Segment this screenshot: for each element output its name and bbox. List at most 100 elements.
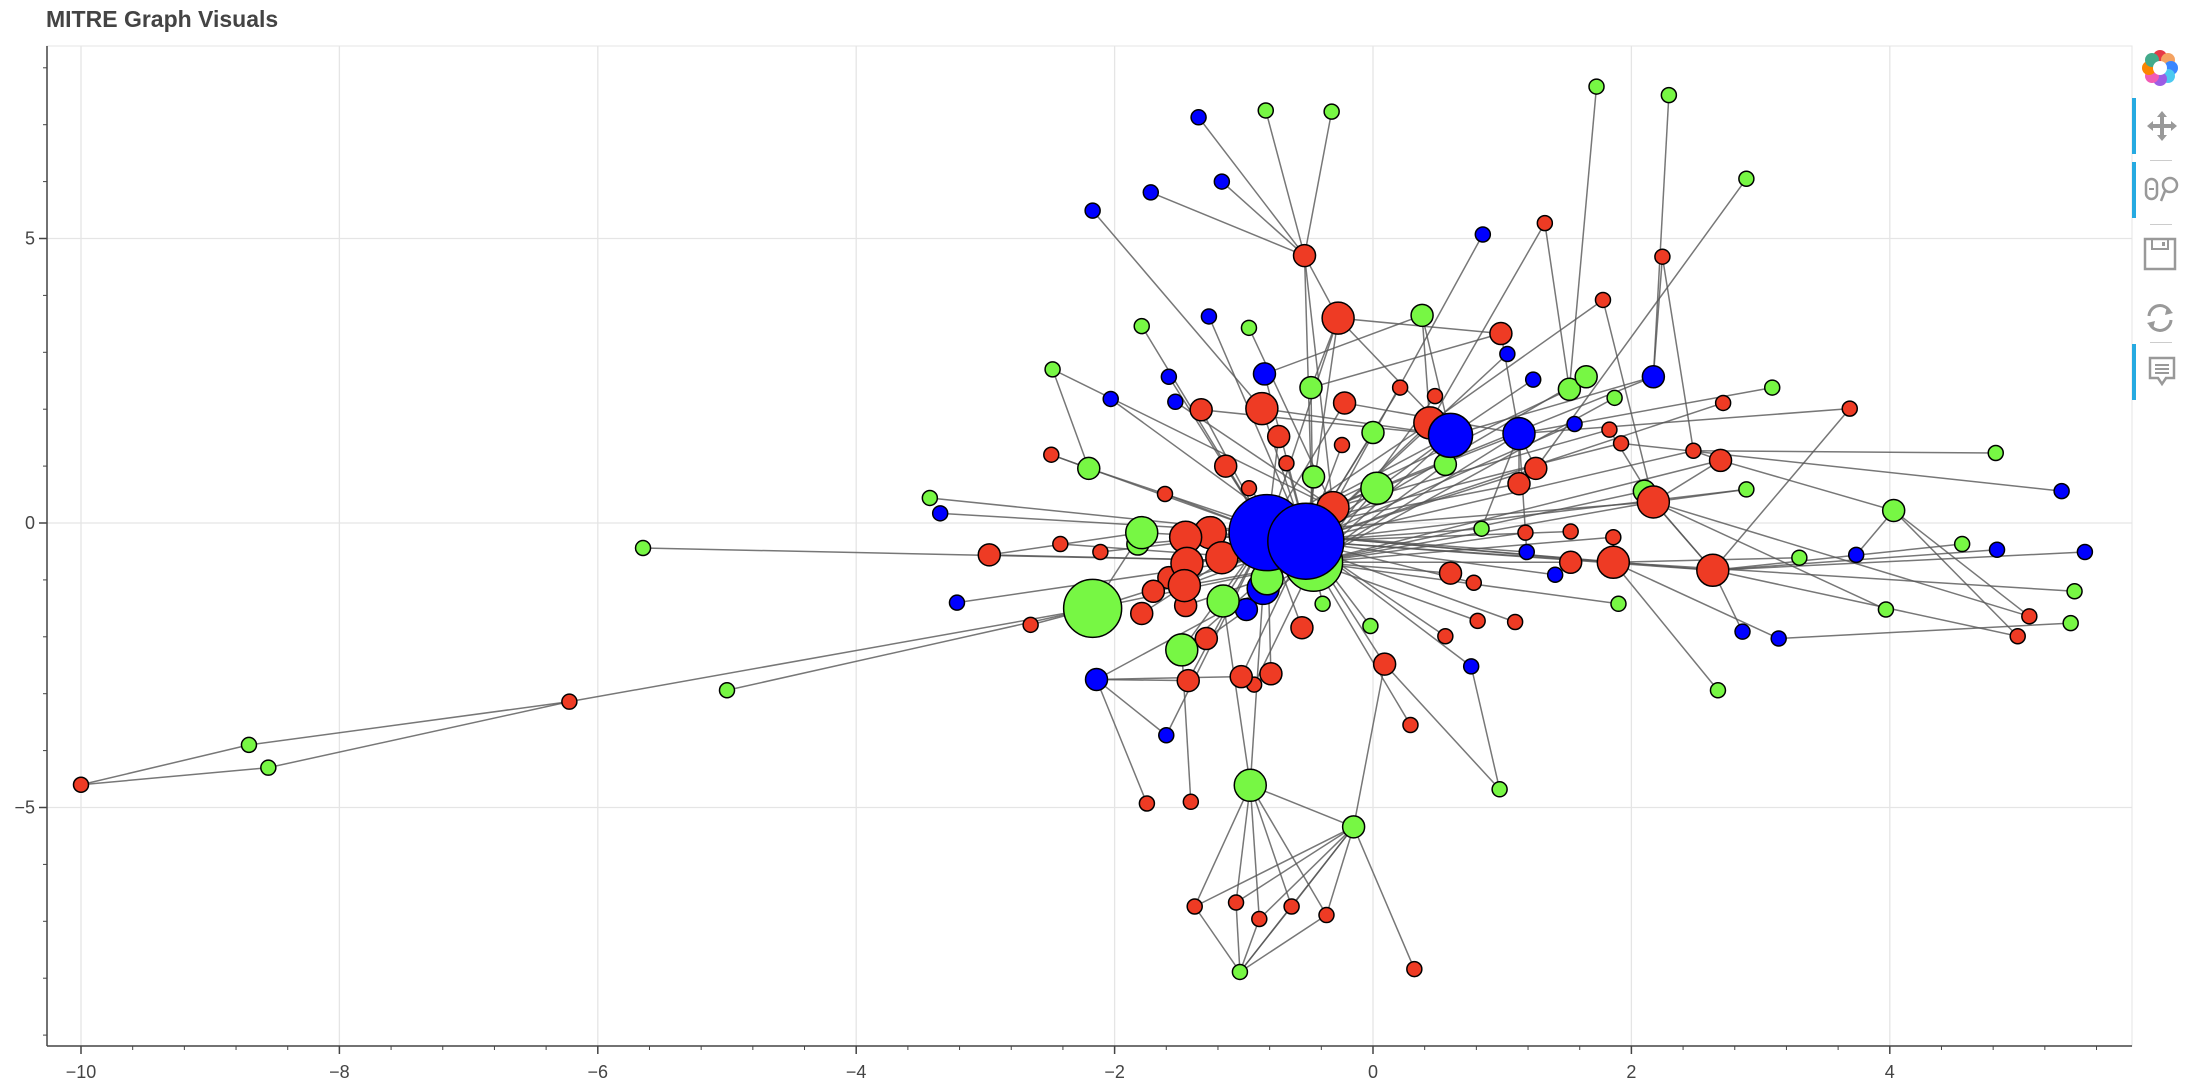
graph-node-red[interactable]	[1043, 446, 1060, 463]
graph-node-green[interactable]	[260, 759, 277, 776]
graph-node-green[interactable]	[634, 539, 652, 557]
graph-node-green[interactable]	[240, 736, 258, 754]
graph-node-red[interactable]	[2009, 627, 2026, 645]
graph-node-red[interactable]	[1465, 574, 1483, 591]
graph-node-green[interactable]	[1077, 456, 1101, 481]
graph-node-green[interactable]	[1362, 617, 1379, 635]
graph-node-green[interactable]	[1738, 170, 1755, 188]
graph-node-red[interactable]	[1321, 301, 1355, 335]
wheel-zoom-tool-button[interactable]	[2132, 162, 2188, 218]
graph-node-blue[interactable]	[1524, 371, 1542, 388]
graph-node-red[interactable]	[1167, 568, 1202, 603]
graph-node-blue[interactable]	[1200, 308, 1218, 325]
graph-node-red[interactable]	[1022, 616, 1039, 634]
graph-node-green[interactable]	[1361, 420, 1385, 445]
graph-node-green[interactable]	[1953, 535, 1971, 553]
graph-node-blue[interactable]	[1770, 630, 1787, 647]
graph-node-green[interactable]	[1341, 815, 1366, 839]
graph-node-red[interactable]	[1333, 436, 1351, 454]
graph-node-blue[interactable]	[1518, 543, 1535, 561]
graph-node-blue[interactable]	[2053, 482, 2070, 500]
graph-node-blue[interactable]	[1158, 726, 1175, 744]
graph-node-blue[interactable]	[1142, 184, 1160, 201]
graph-node-green[interactable]	[2062, 614, 2079, 632]
graph-node-red[interactable]	[1558, 550, 1583, 575]
graph-node-blue[interactable]	[1474, 226, 1492, 243]
graph-node-green[interactable]	[1233, 768, 1268, 803]
save-tool-button[interactable]	[2132, 226, 2188, 282]
graph-node-blue[interactable]	[1213, 173, 1231, 190]
graph-node-red[interactable]	[1391, 379, 1409, 396]
graph-node-red[interactable]	[1278, 455, 1295, 472]
graph-node-red[interactable]	[1654, 248, 1671, 265]
graph-node-blue[interactable]	[1252, 362, 1277, 386]
graph-node-red[interactable]	[1290, 615, 1314, 640]
graph-node-blue[interactable]	[1084, 667, 1109, 692]
graph-node-green[interactable]	[1791, 549, 1808, 566]
graph-node-red[interactable]	[1708, 448, 1733, 473]
bokeh-logo-icon[interactable]	[2132, 40, 2188, 96]
graph-node-blue[interactable]	[1734, 623, 1751, 640]
graph-node-blue[interactable]	[1160, 368, 1178, 386]
graph-node-red[interactable]	[1601, 421, 1618, 438]
graph-node-red[interactable]	[1406, 960, 1423, 978]
graph-node-red[interactable]	[1438, 561, 1463, 585]
graph-node-red[interactable]	[1186, 898, 1203, 915]
graph-node-red[interactable]	[2021, 608, 2038, 625]
graph-node-red[interactable]	[1517, 524, 1534, 541]
graph-node-green[interactable]	[1473, 520, 1490, 537]
reset-tool-button[interactable]	[2132, 290, 2188, 346]
graph-node-green[interactable]	[1709, 682, 1727, 699]
graph-node-blue[interactable]	[1167, 393, 1184, 411]
graph-node-red[interactable]	[561, 693, 578, 710]
graph-node-green[interactable]	[1133, 317, 1150, 335]
graph-node-red[interactable]	[1052, 535, 1069, 553]
graph-node-red[interactable]	[1636, 485, 1671, 519]
graph-node-green[interactable]	[1987, 444, 2004, 462]
hover-tool-button[interactable]	[2132, 344, 2188, 400]
graph-node-red[interactable]	[1156, 485, 1174, 503]
graph-node-red[interactable]	[1685, 442, 1702, 459]
graph-node-red[interactable]	[1229, 664, 1253, 689]
graph-node-red[interactable]	[1506, 613, 1524, 631]
graph-node-green[interactable]	[1877, 601, 1895, 618]
graph-node-red[interactable]	[1129, 601, 1154, 626]
graph-node-green[interactable]	[1881, 498, 1906, 523]
graph-node-green[interactable]	[1044, 361, 1061, 378]
graph-node-blue[interactable]	[948, 594, 966, 611]
graph-node-blue[interactable]	[1267, 502, 1345, 580]
graph-node-green[interactable]	[1299, 375, 1323, 400]
graph-node-red[interactable]	[1469, 612, 1486, 630]
graph-node-blue[interactable]	[1499, 345, 1516, 363]
graph-node-red[interactable]	[1245, 391, 1279, 426]
graph-node-green[interactable]	[1738, 481, 1755, 498]
graph-node-blue[interactable]	[1847, 546, 1865, 564]
graph-node-green[interactable]	[1206, 584, 1240, 618]
graph-node-green[interactable]	[1557, 377, 1582, 402]
graph-node-red[interactable]	[1227, 894, 1245, 911]
graph-node-red[interactable]	[977, 543, 1002, 567]
graph-node-blue[interactable]	[1427, 412, 1474, 459]
graph-node-blue[interactable]	[1546, 566, 1564, 584]
graph-node-red[interactable]	[72, 776, 90, 793]
graph-node-red[interactable]	[1182, 793, 1200, 811]
graph-node-red[interactable]	[1594, 291, 1612, 309]
graph-node-green[interactable]	[1410, 303, 1434, 328]
graph-node-green[interactable]	[1588, 78, 1605, 95]
graph-node-green[interactable]	[1314, 595, 1331, 613]
graph-node-red[interactable]	[1318, 906, 1335, 924]
graph-node-green[interactable]	[1606, 389, 1623, 407]
graph-node-green[interactable]	[2066, 583, 2083, 600]
graph-node-blue[interactable]	[1102, 390, 1119, 408]
graph-node-blue[interactable]	[2076, 543, 2094, 561]
graph-node-red[interactable]	[1176, 668, 1200, 693]
graph-node-blue[interactable]	[1190, 109, 1207, 126]
graph-node-green[interactable]	[718, 682, 736, 699]
graph-node-blue[interactable]	[1566, 415, 1583, 433]
graph-node-red[interactable]	[1251, 910, 1268, 928]
graph-node-red[interactable]	[1189, 398, 1213, 422]
graph-node-blue[interactable]	[1988, 541, 2006, 558]
graph-node-blue[interactable]	[1462, 658, 1480, 675]
graph-node-red[interactable]	[1562, 523, 1579, 540]
graph-node-red[interactable]	[1714, 394, 1732, 412]
